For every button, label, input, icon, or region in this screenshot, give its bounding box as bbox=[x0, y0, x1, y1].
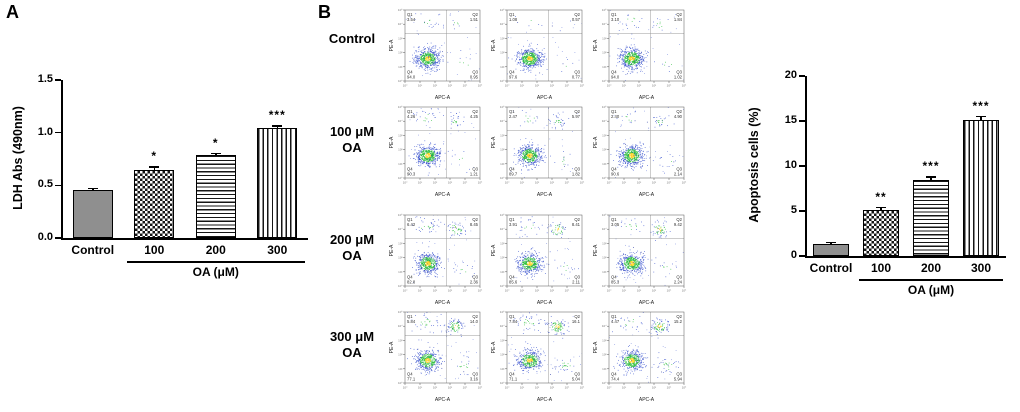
significance-stars: *** bbox=[268, 108, 286, 123]
flow-plot-r2c0 bbox=[388, 210, 488, 307]
y-tick-label: 0.0 bbox=[37, 231, 53, 243]
flow-plot-r1c0 bbox=[388, 102, 488, 199]
bar-control bbox=[813, 244, 849, 256]
flow-scatter-canvas bbox=[592, 102, 692, 199]
y-tick-label: 1.0 bbox=[37, 125, 53, 138]
error-bar-cap bbox=[210, 152, 221, 155]
flow-scatter-canvas bbox=[388, 5, 488, 102]
flow-plot-r1c1 bbox=[490, 102, 590, 199]
error-bar-cap bbox=[876, 206, 886, 208]
y-tick bbox=[799, 210, 805, 212]
bar-100 bbox=[863, 210, 899, 256]
bar-300 bbox=[963, 120, 999, 256]
x-axis-title: OA (μM) bbox=[192, 265, 239, 279]
flow-scatter-canvas bbox=[388, 210, 488, 307]
flow-plot-r0c0 bbox=[388, 5, 488, 102]
error-bar-line bbox=[930, 176, 932, 183]
x-axis bbox=[61, 238, 308, 240]
x-category-label: Control bbox=[71, 243, 115, 257]
flow-scatter-canvas bbox=[490, 5, 590, 102]
ldh-y-axis-label: LDH Abs (490nm) bbox=[11, 106, 25, 210]
flow-scatter-canvas bbox=[490, 307, 590, 404]
flow-plot-r2c1 bbox=[490, 210, 590, 307]
flow-plot-r3c1 bbox=[490, 307, 590, 404]
flow-plot-r0c2 bbox=[592, 5, 692, 102]
y-tick bbox=[799, 255, 805, 257]
significance-stars: *** bbox=[922, 159, 940, 174]
apoptosis-bar-chart: 0 5 10 15 20 Control ** 100 *** 200 *** 300 OA (μM) bbox=[776, 56, 1020, 306]
y-tick bbox=[55, 237, 61, 239]
y-tick-label: 15 bbox=[784, 114, 797, 126]
error-bar-cap bbox=[826, 241, 836, 244]
flow-row-label-3: 300 μM OA bbox=[329, 329, 375, 361]
flow-scatter-canvas bbox=[592, 307, 692, 404]
y-tick-label: 1.5 bbox=[37, 73, 53, 85]
error-bar-line bbox=[980, 115, 982, 124]
error-bar-cap bbox=[87, 187, 98, 190]
error-bar-line bbox=[880, 206, 882, 214]
error-bar-line bbox=[276, 125, 278, 132]
error-bar-line bbox=[153, 166, 155, 173]
y-tick bbox=[55, 184, 61, 187]
error-bar-cap bbox=[976, 115, 986, 118]
flow-scatter-canvas bbox=[490, 210, 590, 307]
x-category-label: 100 bbox=[144, 243, 165, 257]
bar-300 bbox=[257, 128, 298, 238]
apoptosis-y-axis-label: Apoptosis cells (%) bbox=[747, 107, 761, 223]
group-line bbox=[859, 279, 1003, 281]
x-category-label: 100 bbox=[870, 261, 892, 275]
significance-stars: *** bbox=[972, 98, 990, 113]
y-tick-label: 10 bbox=[784, 159, 797, 171]
y-tick-label: 5 bbox=[790, 204, 797, 216]
y-axis bbox=[61, 80, 63, 239]
y-tick bbox=[55, 79, 61, 81]
flow-scatter-canvas bbox=[592, 210, 692, 307]
x-category-label: 300 bbox=[267, 243, 288, 257]
flow-row-label-2: 200 μM OA bbox=[329, 232, 375, 264]
group-line bbox=[126, 261, 305, 263]
bar-control bbox=[72, 189, 113, 238]
y-axis bbox=[805, 76, 807, 257]
flow-plot-r0c1 bbox=[490, 5, 590, 102]
y-tick bbox=[799, 165, 805, 167]
significance-stars: ** bbox=[875, 189, 887, 204]
error-bar-cap bbox=[926, 176, 936, 178]
y-tick-label: 0.5 bbox=[37, 178, 53, 191]
flow-row-label-1: 100 μM OA bbox=[329, 124, 375, 156]
x-axis bbox=[805, 256, 1006, 258]
significance-stars: * bbox=[212, 135, 219, 150]
x-category-label: 300 bbox=[970, 261, 992, 275]
flow-scatter-canvas bbox=[388, 102, 488, 199]
x-category-label: 200 bbox=[920, 261, 942, 275]
flow-plot-r3c0 bbox=[388, 307, 488, 404]
bar-100 bbox=[134, 169, 175, 238]
panel-a-label: A bbox=[6, 2, 19, 22]
y-tick bbox=[55, 131, 61, 134]
y-tick bbox=[799, 75, 805, 77]
bar-200 bbox=[195, 154, 236, 238]
flow-scatter-canvas bbox=[592, 5, 692, 102]
flow-plot-r3c2 bbox=[592, 307, 692, 404]
y-tick-label: 0 bbox=[790, 249, 797, 261]
x-category-label: Control bbox=[809, 261, 853, 275]
panel-b-label: B bbox=[318, 2, 331, 22]
flow-scatter-canvas bbox=[388, 307, 488, 404]
error-bar-cap bbox=[149, 166, 160, 168]
y-tick-label: 20 bbox=[784, 69, 797, 81]
flow-scatter-canvas bbox=[490, 102, 590, 199]
ldh-bar-chart: 0.0 0.5 1.0 1.5 Control * 100 * 200 *** 300 OA (μM) bbox=[30, 60, 330, 310]
significance-stars: * bbox=[151, 149, 158, 164]
flow-plot-r1c2 bbox=[592, 102, 692, 199]
flow-row-label-0: Control bbox=[328, 31, 376, 46]
error-bar-cap bbox=[272, 125, 283, 127]
y-tick bbox=[799, 120, 805, 122]
x-axis-title: OA (μM) bbox=[907, 283, 955, 297]
x-category-label: 200 bbox=[205, 243, 226, 257]
bar-200 bbox=[913, 179, 949, 256]
flow-plot-r2c2 bbox=[592, 210, 692, 307]
